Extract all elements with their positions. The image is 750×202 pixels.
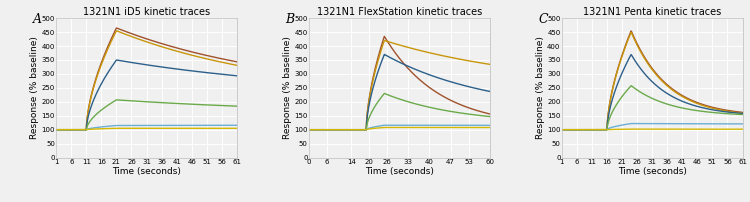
Text: A: A [33, 13, 42, 26]
X-axis label: Time (seconds): Time (seconds) [365, 167, 434, 176]
Y-axis label: Response (% baseline): Response (% baseline) [536, 36, 545, 139]
Text: B: B [286, 13, 295, 26]
Y-axis label: Response (% baseline): Response (% baseline) [283, 36, 292, 139]
Title: 1321N1 FlexStation kinetic traces: 1321N1 FlexStation kinetic traces [316, 7, 482, 17]
Title: 1321N1 iD5 kinetic traces: 1321N1 iD5 kinetic traces [83, 7, 210, 17]
X-axis label: Time (seconds): Time (seconds) [112, 167, 181, 176]
Y-axis label: Response (% baseline): Response (% baseline) [30, 36, 39, 139]
Text: C: C [538, 13, 548, 26]
X-axis label: Time (seconds): Time (seconds) [618, 167, 687, 176]
Title: 1321N1 Penta kinetic traces: 1321N1 Penta kinetic traces [583, 7, 722, 17]
